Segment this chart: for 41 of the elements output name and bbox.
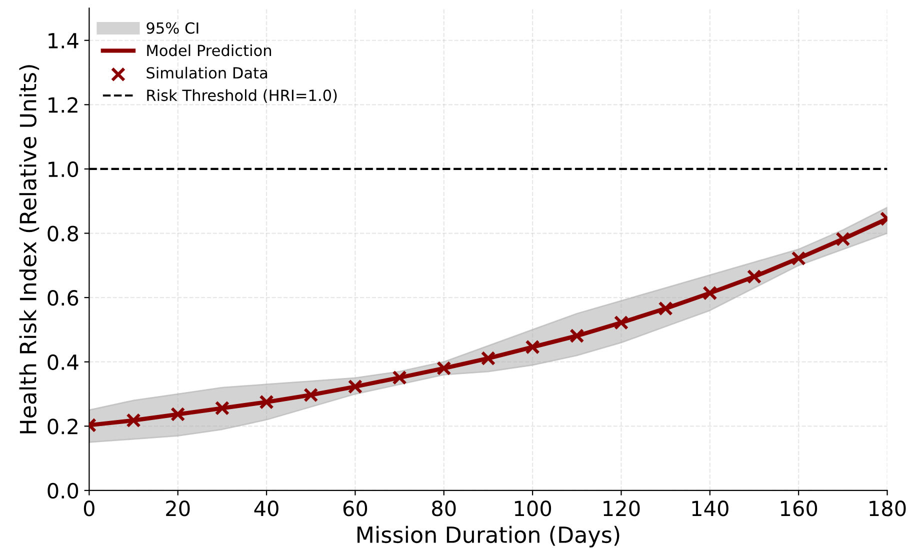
legend-label: Simulation Data [146,66,268,79]
point [304,388,318,402]
point [392,370,407,385]
legend-label: Risk Threshold (HRI=1.0) [147,89,337,103]
point [570,328,584,344]
x-tick-label: 40 [254,500,278,516]
annotation: 95% CI [146,22,198,34]
point [791,251,806,266]
point [525,340,540,354]
point [436,360,452,376]
legend-label: Model Prediction [147,44,272,56]
point [614,315,629,330]
y-tick-label: 1.2 [48,97,78,113]
x-tick-label: 160 [780,500,818,516]
x-tick-label: 80 [432,500,456,516]
point [214,400,230,416]
point [259,394,274,410]
y-tick-label: 0.8 [48,226,78,242]
point [658,301,673,316]
x-tick-label: 100 [514,500,552,516]
point [746,269,762,284]
x-tick-label: 60 [343,500,368,516]
y-tick-label: 0.4 [48,354,78,370]
x-tick-label: 120 [604,500,640,516]
x-axis-title: Mission Duration (Days) [358,526,620,548]
y-tick-label: 0.2 [48,418,78,434]
y-tick-label: 1.0 [48,161,78,178]
point [480,350,496,366]
point [348,379,363,394]
point [702,286,718,300]
x-tick-label: 140 [692,500,728,516]
x-tick-label: 20 [166,500,190,516]
y-tick-label: 0.6 [48,290,78,306]
y-tick-label: 0.0 [48,482,78,499]
y-axis-title: Health Risk Index (Relative Units) [19,65,40,434]
x-tick-label: 0 [84,500,94,516]
x-tick-label: 180 [870,500,906,516]
point [170,406,186,422]
point [836,232,850,246]
y-tick-label: 1.4 [48,33,78,48]
point [126,413,141,428]
